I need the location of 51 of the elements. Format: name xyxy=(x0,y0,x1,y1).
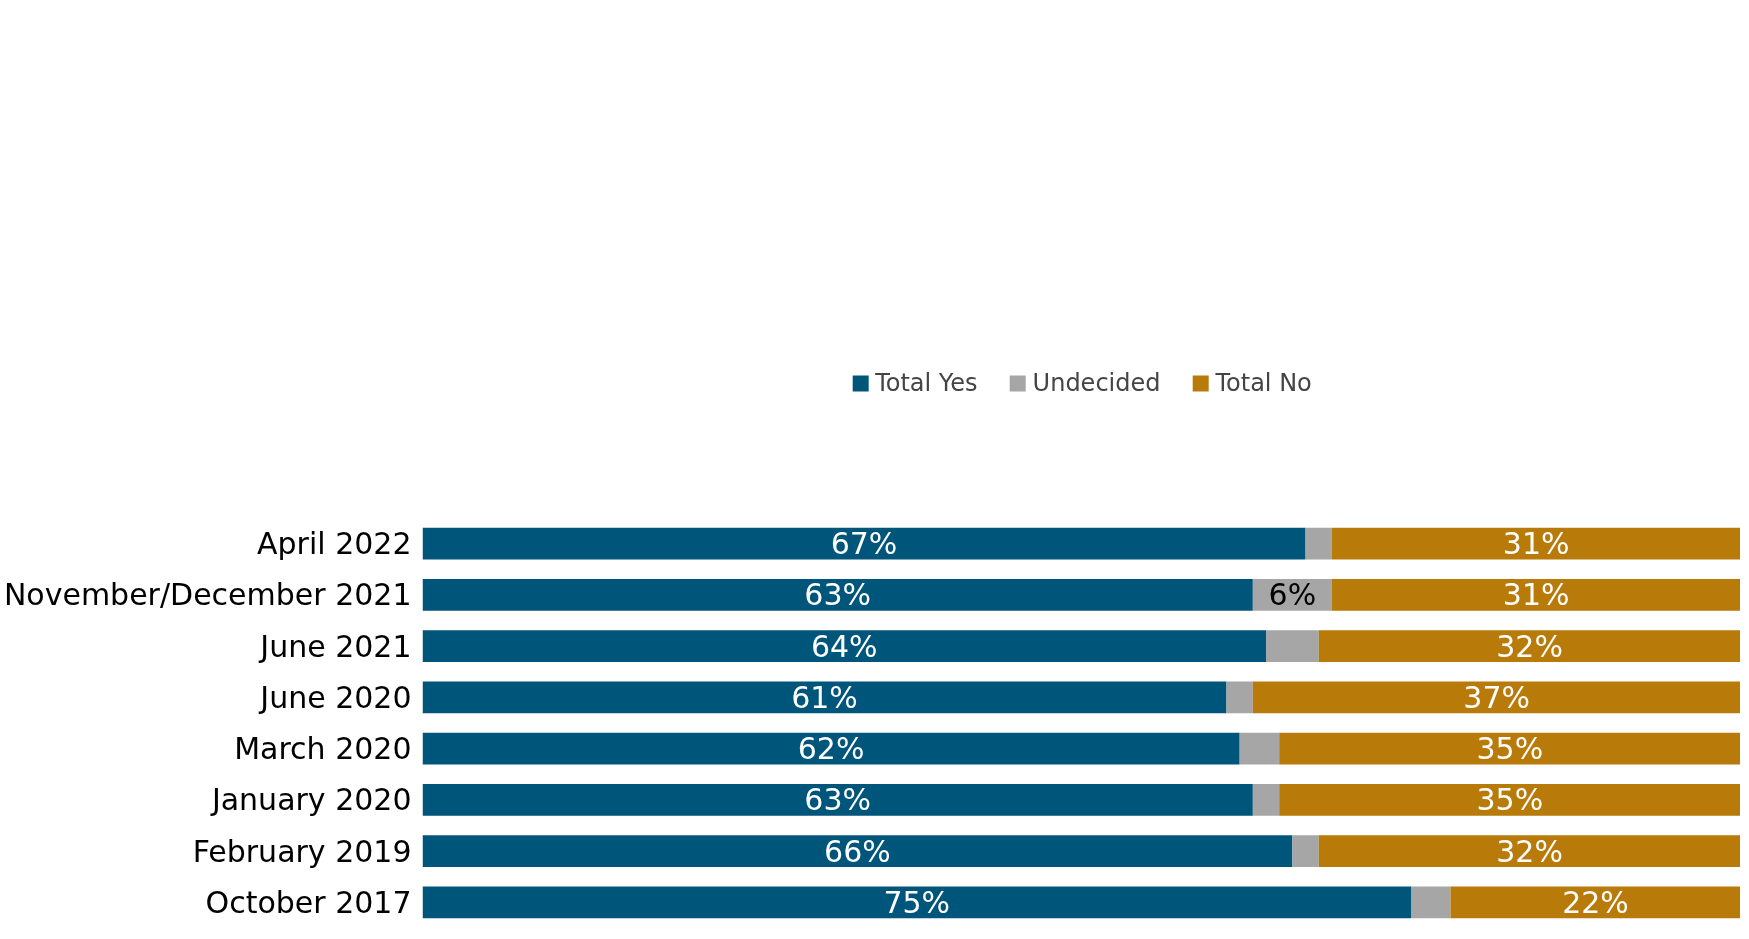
bar xyxy=(1305,527,1332,560)
y-tick-label: March 2020 xyxy=(234,731,412,767)
bar xyxy=(1318,630,1740,662)
y-tick-label: June 2021 xyxy=(258,628,412,664)
data-label: 63% xyxy=(804,782,872,818)
legend-label: Undecided xyxy=(1032,369,1161,397)
bar xyxy=(1331,578,1740,611)
bar xyxy=(1239,732,1280,765)
data-label: 35% xyxy=(1476,782,1544,818)
bar xyxy=(1279,784,1740,816)
data-label: 35% xyxy=(1476,731,1544,767)
data-label: 61% xyxy=(791,679,858,715)
y-tick-label: January 2020 xyxy=(209,782,412,818)
data-label: 37% xyxy=(1463,679,1531,715)
y-tick-label: February 2019 xyxy=(192,833,412,869)
data-label: 67% xyxy=(830,526,898,562)
data-label: 22% xyxy=(1562,884,1629,920)
bar xyxy=(422,578,1253,611)
bar xyxy=(1292,835,1319,868)
bar xyxy=(422,527,1306,560)
data-label: 32% xyxy=(1496,628,1563,664)
bar xyxy=(422,732,1240,765)
legend-label: Total Yes xyxy=(875,369,978,397)
data-label: 32% xyxy=(1496,833,1563,869)
data-label: 31% xyxy=(1502,526,1570,562)
bar xyxy=(1450,886,1740,919)
y-tick-label: June 2020 xyxy=(258,679,412,715)
data-label: 31% xyxy=(1502,577,1570,613)
data-label: 75% xyxy=(883,884,951,920)
bar xyxy=(1331,527,1740,560)
data-label: 63% xyxy=(804,577,872,613)
bar xyxy=(1318,835,1740,868)
data-label: 62% xyxy=(797,731,865,767)
data-label: 66% xyxy=(824,833,891,869)
bar xyxy=(422,630,1267,662)
bar xyxy=(1279,732,1740,765)
y-tick-label: October 2017 xyxy=(205,884,412,920)
bar xyxy=(1226,681,1253,714)
data-label: 6% xyxy=(1268,577,1317,613)
bar xyxy=(422,835,1293,868)
legend-label: Total No xyxy=(1215,369,1312,397)
bar xyxy=(422,681,1227,714)
bar xyxy=(1266,630,1319,662)
bar xyxy=(1252,681,1740,714)
bar xyxy=(422,886,1411,919)
y-tick-label: April 2022 xyxy=(257,526,412,562)
bar xyxy=(1411,886,1451,919)
bar xyxy=(422,784,1253,816)
data-label: 64% xyxy=(810,628,878,664)
bar xyxy=(1252,784,1280,816)
y-tick-label: November/December 2021 xyxy=(3,577,412,613)
